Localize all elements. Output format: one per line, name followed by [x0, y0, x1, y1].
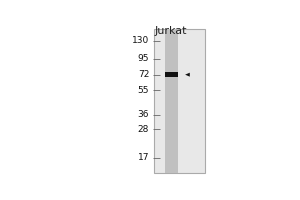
Bar	[165, 72, 178, 77]
Text: 17: 17	[138, 153, 149, 162]
Text: 95: 95	[138, 54, 149, 63]
Text: 36: 36	[138, 110, 149, 119]
Bar	[154, 29, 205, 173]
Bar	[165, 29, 178, 173]
Text: Jurkat: Jurkat	[155, 26, 188, 36]
Text: 72: 72	[138, 70, 149, 79]
Text: 28: 28	[138, 125, 149, 134]
Text: 130: 130	[132, 36, 149, 45]
Polygon shape	[185, 73, 190, 77]
Text: 55: 55	[138, 86, 149, 95]
